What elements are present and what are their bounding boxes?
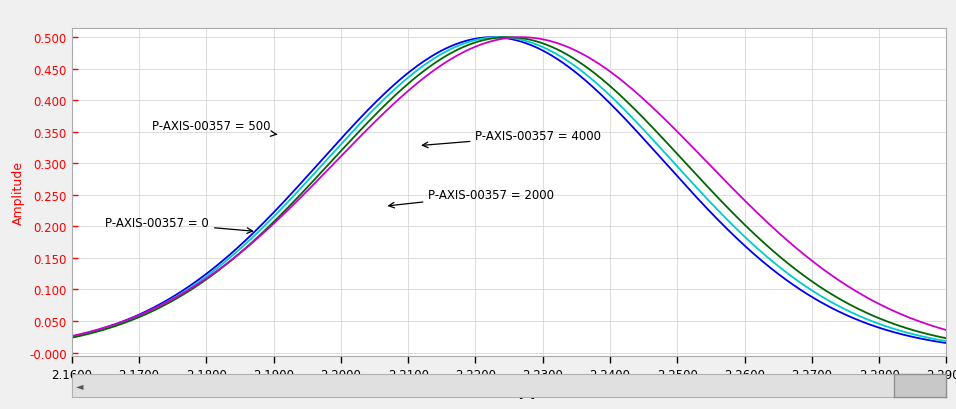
Text: P-AXIS-00357 = 2000: P-AXIS-00357 = 2000 <box>389 189 554 209</box>
Text: ◄: ◄ <box>76 380 83 391</box>
Text: P-AXIS-00357 = 500: P-AXIS-00357 = 500 <box>152 119 276 137</box>
Text: P-AXIS-00357 = 4000: P-AXIS-00357 = 4000 <box>423 130 601 148</box>
Text: P-AXIS-00357 = 0: P-AXIS-00357 = 0 <box>105 217 252 234</box>
Y-axis label: Amplitude: Amplitude <box>12 160 25 224</box>
X-axis label: Time [s]: Time [s] <box>484 386 534 399</box>
